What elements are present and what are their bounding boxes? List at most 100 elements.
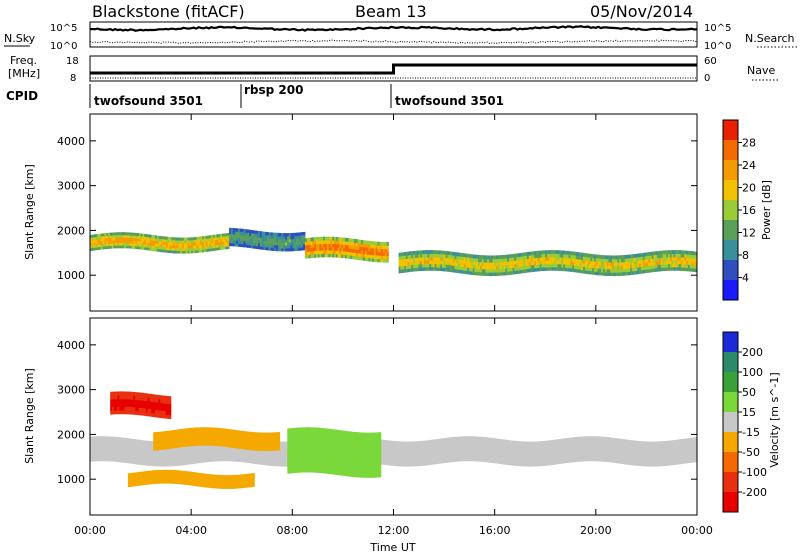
heatmap-cell: [501, 258, 504, 263]
heatmap-cell: [274, 435, 277, 439]
heatmap-cell: [474, 436, 477, 441]
heatmap-cell: [628, 448, 631, 453]
heatmap-cell: [167, 411, 170, 416]
heatmap-cell: [445, 445, 449, 451]
heatmap-cell: [312, 464, 315, 473]
heatmap-cell: [518, 449, 521, 454]
heatmap-cell: [176, 449, 179, 454]
heatmap-cell: [528, 251, 531, 256]
heatmap-cell: [528, 268, 531, 273]
heatmap-cell: [113, 395, 116, 400]
heatmap-cell: [408, 445, 411, 451]
heatmap-cell: [494, 265, 497, 270]
heatmap-cell: [108, 448, 111, 454]
heatmap-cell: [124, 395, 127, 400]
nave-tick-top: 60: [704, 56, 717, 67]
heatmap-cell: [162, 462, 165, 467]
heatmap-cell: [236, 442, 239, 446]
heatmap-cell: [225, 456, 228, 462]
heatmap-cell: [146, 244, 149, 248]
heatmap-cell: [489, 268, 492, 273]
heatmap-cell: [507, 444, 510, 449]
heatmap-cell: [432, 253, 436, 258]
heatmap-cell: [117, 406, 120, 411]
heatmap-cell: [272, 461, 275, 467]
heatmap-cell: [212, 436, 215, 440]
colorbar-swatch: [723, 140, 738, 161]
heatmap-cell: [153, 409, 156, 414]
heatmap-cell: [595, 254, 598, 259]
heatmap-cell: [243, 244, 246, 248]
heatmap-cell: [668, 250, 671, 254]
heatmap-cell: [93, 456, 96, 462]
heatmap-cell: [577, 436, 580, 442]
heatmap-cell: [122, 240, 125, 243]
heatmap-cell: [147, 457, 150, 462]
heatmap-cell: [581, 457, 584, 462]
heatmap-cell: [267, 235, 270, 239]
heatmap-cell: [422, 260, 425, 265]
heatmap-cell: [491, 442, 494, 447]
heatmap-cell: [574, 268, 577, 273]
heatmap-cell: [117, 245, 120, 249]
heatmap-cell: [644, 266, 647, 270]
heatmap-cell: [494, 454, 497, 460]
heatmap-cell: [451, 445, 454, 450]
heatmap-cell: [678, 256, 682, 261]
heatmap-cell: [305, 457, 308, 465]
heatmap-cell: [606, 272, 609, 276]
heatmap-cell: [552, 253, 555, 258]
heatmap-cell: [565, 442, 568, 447]
heatmap-cell: [90, 242, 93, 246]
heatmap-cell: [413, 445, 416, 450]
colorbar-tick-label: 28: [742, 137, 756, 150]
heatmap-cell: [615, 458, 618, 464]
heatmap-cell: [541, 449, 544, 454]
heatmap-cell: [572, 457, 575, 463]
heatmap-cell: [496, 455, 499, 460]
heatmap-cell: [666, 461, 669, 466]
heatmap-cell: [657, 261, 660, 265]
heatmap-cell: [539, 453, 542, 458]
heatmap-cell: [671, 460, 674, 466]
heatmap-cell: [576, 449, 579, 454]
heatmap-cell: [480, 453, 483, 458]
heatmap-cell: [129, 406, 133, 411]
heatmap-cell: [91, 239, 94, 243]
heatmap-cell: [373, 258, 377, 262]
heatmap-cell: [189, 439, 192, 444]
heatmap-cell: [194, 250, 197, 253]
heatmap-cell: [444, 450, 447, 455]
heatmap-cell: [599, 448, 602, 454]
heatmap-cell: [659, 453, 662, 459]
heatmap-cell: [294, 450, 297, 458]
heatmap-cell: [621, 261, 624, 266]
heatmap-cell: [565, 260, 568, 265]
heatmap-cell: [270, 457, 273, 462]
heatmap-cell: [400, 265, 403, 270]
heatmap-cell: [189, 247, 192, 251]
heatmap-cell: [482, 457, 485, 462]
heatmap-cell: [613, 454, 617, 459]
heatmap-cell: [299, 449, 303, 458]
heatmap-cell: [490, 262, 493, 266]
heatmap-cell: [586, 263, 589, 268]
heatmap-cell: [95, 236, 98, 240]
heatmap-cell: [153, 398, 156, 403]
heatmap-cell: [557, 443, 561, 448]
heatmap-cell: [487, 272, 490, 276]
heatmap-cell: [491, 437, 494, 443]
heatmap-cell: [669, 260, 673, 264]
heatmap-cell: [198, 241, 201, 245]
heatmap-cell: [487, 262, 490, 266]
heatmap-cell: [102, 235, 105, 239]
heatmap-cell: [499, 271, 502, 276]
heatmap-cell: [539, 461, 542, 467]
heatmap-cell: [274, 241, 277, 246]
heatmap-cell: [547, 448, 550, 454]
heatmap-cell: [207, 445, 210, 450]
heatmap-cell: [361, 256, 364, 261]
heatmap-cell: [191, 250, 194, 254]
heatmap-cell: [200, 442, 203, 446]
heatmap-cell: [254, 242, 257, 246]
